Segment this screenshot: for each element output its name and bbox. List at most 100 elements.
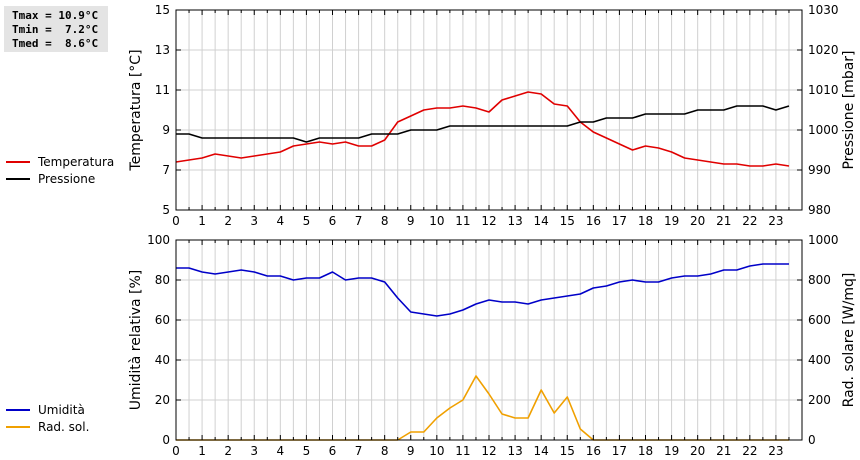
x-tick-label: 12 xyxy=(481,444,496,458)
y-tick-label-right: 980 xyxy=(808,203,831,217)
x-tick-label: 1 xyxy=(198,214,206,228)
y-tick-label-left: 20 xyxy=(155,393,170,407)
y-tick-label-right: 1000 xyxy=(808,233,839,247)
x-tick-label: 8 xyxy=(381,214,389,228)
x-tick-label: 21 xyxy=(716,444,731,458)
x-tick-label: 17 xyxy=(612,214,627,228)
x-tick-label: 23 xyxy=(768,214,783,228)
y-tick-label-left: 9 xyxy=(162,123,170,137)
y-tick-label-right: 200 xyxy=(808,393,831,407)
y-tick-label-left: 5 xyxy=(162,203,170,217)
y-tick-label-left: 7 xyxy=(162,163,170,177)
y-tick-label-right: 800 xyxy=(808,273,831,287)
legend-item-radiation: Rad. sol. xyxy=(6,418,89,435)
x-tick-label: 17 xyxy=(612,444,627,458)
series-line-pressione xyxy=(176,105,790,143)
x-tick-label: 20 xyxy=(690,444,705,458)
stats-box: Tmax = 10.9°C Tmin = 7.2°C Tmed = 8.6°C xyxy=(4,6,108,52)
tmax-text: Tmax = 10.9°C xyxy=(12,9,99,22)
x-tick-label: 16 xyxy=(586,214,601,228)
x-tick-label: 5 xyxy=(303,214,311,228)
chart-panel-1: 0 1 2 3 4 5 6 7 8 9 10 11 12 13 14 15 16 17 18 19 20 21 22 2302… xyxy=(128,233,857,458)
legend-swatch-radiation xyxy=(6,425,30,428)
series-line-rad-sol xyxy=(176,375,789,441)
x-tick-label: 4 xyxy=(277,444,285,458)
y-tick-label-right: 400 xyxy=(808,353,831,367)
y-tick-label-right: 600 xyxy=(808,313,831,327)
x-tick-label: 12 xyxy=(481,214,496,228)
legend-item-humidity: Umidità xyxy=(6,401,89,418)
x-tick-label: 9 xyxy=(407,444,415,458)
legend-swatch-humidity xyxy=(6,408,30,411)
series-line-umidit xyxy=(176,263,789,317)
x-tick-label: 9 xyxy=(407,214,415,228)
x-tick-label: 13 xyxy=(507,444,522,458)
x-tick-label: 3 xyxy=(250,214,258,228)
x-tick-label: 19 xyxy=(664,214,679,228)
y-tick-label-right: 1030 xyxy=(808,3,839,17)
x-tick-label: 10 xyxy=(429,444,444,458)
y-tick-label-left: 100 xyxy=(147,233,170,247)
y-axis-title-left: Temperatura [°C] xyxy=(128,49,144,171)
y-tick-label-left: 80 xyxy=(155,273,170,287)
x-tick-label: 4 xyxy=(277,214,285,228)
x-tick-label: 13 xyxy=(507,214,522,228)
x-tick-label: 14 xyxy=(534,214,549,228)
x-tick-label: 8 xyxy=(381,444,389,458)
legend-label-radiation: Rad. sol. xyxy=(38,419,90,434)
x-tick-label: 6 xyxy=(329,214,337,228)
y-axis-title-left: Umidità relativa [%] xyxy=(128,270,144,411)
x-tick-label: 20 xyxy=(690,214,705,228)
y-tick-label-left: 0 xyxy=(162,433,170,447)
y-tick-label-right: 1000 xyxy=(808,123,839,137)
legend-label-humidity: Umidità xyxy=(38,402,85,417)
x-tick-label: 14 xyxy=(534,444,549,458)
y-axis-title-right: Pressione [mbar] xyxy=(841,50,857,169)
x-tick-label: 11 xyxy=(455,214,470,228)
legend-item-temperature: Temperatura xyxy=(6,153,114,170)
x-tick-label: 15 xyxy=(560,214,575,228)
x-tick-label: 15 xyxy=(560,444,575,458)
legend-top: Temperatura Pressione xyxy=(6,153,114,187)
legend-label-temperature: Temperatura xyxy=(38,154,115,169)
x-tick-label: 10 xyxy=(429,214,444,228)
y-tick-label-left: 60 xyxy=(155,313,170,327)
x-tick-label: 2 xyxy=(224,444,232,458)
y-tick-label-left: 13 xyxy=(155,43,170,57)
legend-swatch-temperature xyxy=(6,160,30,163)
x-tick-label: 7 xyxy=(355,214,363,228)
x-tick-label: 1 xyxy=(198,444,206,458)
legend-bottom: Umidità Rad. sol. xyxy=(6,403,89,435)
x-tick-label: 3 xyxy=(250,444,258,458)
y-axis-title-right: Rad. solare [W/mq] xyxy=(841,273,857,408)
series-line-temperatura xyxy=(175,91,790,167)
y-tick-label-left: 11 xyxy=(155,83,170,97)
x-tick-label: 11 xyxy=(455,444,470,458)
y-tick-label-left: 40 xyxy=(155,353,170,367)
x-tick-label: 18 xyxy=(638,444,653,458)
legend-item-pressure: Pressione xyxy=(6,170,114,187)
x-tick-label: 2 xyxy=(224,214,232,228)
x-tick-label: 19 xyxy=(664,444,679,458)
x-tick-label: 0 xyxy=(172,214,180,228)
tmed-text: Tmed = 8.6°C xyxy=(12,37,99,50)
legend-label-pressure: Pressione xyxy=(38,171,96,186)
x-tick-label: 6 xyxy=(329,444,337,458)
y-tick-label-right: 0 xyxy=(808,433,816,447)
y-tick-label-right: 990 xyxy=(808,163,831,177)
x-tick-label: 16 xyxy=(586,444,601,458)
x-tick-label: 7 xyxy=(355,444,363,458)
tmin-text: Tmin = 7.2°C xyxy=(12,23,99,36)
legend-swatch-pressure xyxy=(6,177,30,180)
x-tick-label: 22 xyxy=(742,214,757,228)
x-tick-label: 21 xyxy=(716,214,731,228)
x-tick-label: 23 xyxy=(768,444,783,458)
x-tick-label: 22 xyxy=(742,444,757,458)
chart-panel-0: 0 1 2 3 4 5 6 7 8 9 10 11 12 13 14 15 16 17 18 19 20 21 22 2357… xyxy=(128,3,857,228)
x-tick-label: 5 xyxy=(303,444,311,458)
x-tick-label: 18 xyxy=(638,214,653,228)
x-tick-label: 0 xyxy=(172,444,180,458)
y-tick-label-right: 1010 xyxy=(808,83,839,97)
y-tick-label-right: 1020 xyxy=(808,43,839,57)
